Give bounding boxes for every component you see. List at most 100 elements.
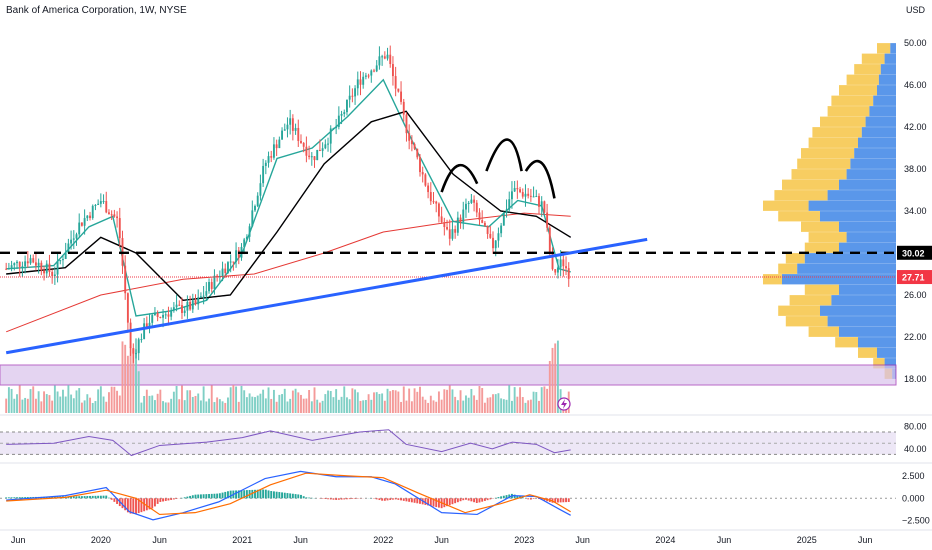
volume-profile-down-bar: [808, 200, 896, 211]
volume-bar: [343, 386, 346, 413]
volume-profile-up-bar: [846, 74, 879, 85]
price-tag-label: 27.71: [902, 273, 925, 283]
volume-bar: [527, 400, 530, 413]
candle-body: [481, 220, 484, 223]
candle-body: [473, 199, 476, 203]
volume-bar: [346, 397, 348, 413]
volume-bar: [45, 394, 48, 413]
volume-bar: [497, 393, 500, 413]
candle-body: [202, 295, 205, 297]
macd-histogram-bar: [486, 498, 489, 501]
candle-body: [151, 315, 154, 323]
candle-body: [70, 239, 73, 244]
volume-ma-band: [0, 364, 897, 386]
volume-bar: [183, 400, 186, 413]
volume-bar: [205, 401, 208, 413]
candle-body: [235, 250, 238, 262]
macd-histogram-bar: [194, 494, 197, 499]
macd-histogram-bar: [286, 493, 289, 499]
volume-bar: [262, 389, 265, 413]
candle-body: [416, 148, 419, 158]
candle-body: [497, 233, 500, 241]
candle-body: [148, 322, 151, 327]
candle-body: [405, 114, 408, 134]
volume-profile-up-bar: [778, 305, 820, 316]
volume-bar: [172, 391, 175, 413]
volume-bar: [378, 393, 381, 413]
volume-profile-down-bar: [839, 221, 896, 232]
currency-label: USD: [906, 5, 926, 15]
macd-histogram-bar: [567, 498, 570, 502]
volume-profile-down-bar: [880, 64, 896, 75]
macd-histogram-bar: [281, 492, 283, 499]
candle-body: [321, 148, 324, 151]
volume-bar: [359, 400, 362, 413]
volume-bar: [364, 400, 367, 413]
volume-bar: [80, 402, 83, 413]
volume-profile-up-bar: [831, 95, 874, 106]
volume-profile: [763, 43, 896, 379]
candle-body: [500, 225, 503, 234]
macd-histogram-bar: [229, 490, 232, 499]
macd-histogram-bar: [478, 498, 481, 503]
volume-bar: [251, 396, 254, 413]
macd-histogram-bar: [327, 498, 329, 500]
volume-profile-up-bar: [808, 137, 858, 148]
macd-histogram-bar: [162, 498, 164, 502]
candle-body: [113, 214, 116, 217]
macd-histogram-bar: [137, 498, 140, 514]
candle-body: [337, 115, 340, 127]
volume-profile-down-bar: [877, 85, 896, 96]
candle-body: [89, 215, 91, 219]
volume-bar: [218, 399, 221, 413]
volume-profile-up-bar: [808, 326, 839, 337]
candle-body: [275, 144, 278, 149]
candle-body: [37, 262, 40, 266]
macd-histogram-bar: [86, 496, 89, 499]
macd-histogram-bar: [529, 498, 532, 500]
macd-histogram-bar: [559, 498, 562, 503]
macd-histogram-bar: [448, 498, 451, 506]
candle-body: [554, 269, 557, 273]
volume-bar: [145, 389, 148, 413]
macd-histogram-bar: [454, 498, 457, 504]
candle-body: [467, 202, 470, 204]
macd-histogram-bar: [394, 498, 397, 500]
candle-body: [16, 261, 18, 264]
volume-bar: [221, 401, 224, 413]
candle-body: [67, 243, 70, 253]
volume-bar: [5, 398, 8, 413]
volume-bar: [256, 395, 259, 413]
volume-bar: [75, 390, 78, 413]
candle-body: [318, 149, 321, 151]
macd-histogram-bar: [121, 498, 124, 509]
candle-body: [538, 196, 540, 207]
candle-body: [197, 297, 200, 305]
volume-profile-up-bar: [774, 190, 828, 201]
macd-histogram-bar: [335, 498, 338, 500]
candle-body: [437, 203, 440, 217]
candle-body: [210, 282, 213, 289]
volume-profile-down-bar: [861, 127, 896, 138]
candle-body: [227, 262, 229, 273]
volume-bar: [556, 340, 559, 413]
volume-profile-down-bar: [839, 179, 896, 190]
ma-mid-placeholder: [6, 111, 571, 300]
macd-histogram-bar: [199, 494, 202, 499]
volume-bar: [191, 396, 194, 413]
candle-body: [421, 172, 424, 175]
volume-profile-up-bar: [778, 263, 798, 274]
candle-body: [478, 212, 481, 221]
macd-histogram-bar: [378, 498, 381, 501]
volume-profile-down-bar: [846, 232, 896, 243]
volume-profile-down-bar: [869, 106, 896, 117]
time-tick-label: 2021: [232, 535, 252, 545]
macd-histogram-bar: [124, 498, 127, 511]
volume-bar: [189, 390, 192, 413]
volume-bar: [324, 394, 327, 413]
volume-bar: [156, 393, 159, 413]
volume-bar: [373, 392, 375, 413]
volume-bar: [554, 343, 557, 413]
macd-histogram-bar: [245, 490, 248, 499]
volume-bar: [164, 402, 167, 413]
